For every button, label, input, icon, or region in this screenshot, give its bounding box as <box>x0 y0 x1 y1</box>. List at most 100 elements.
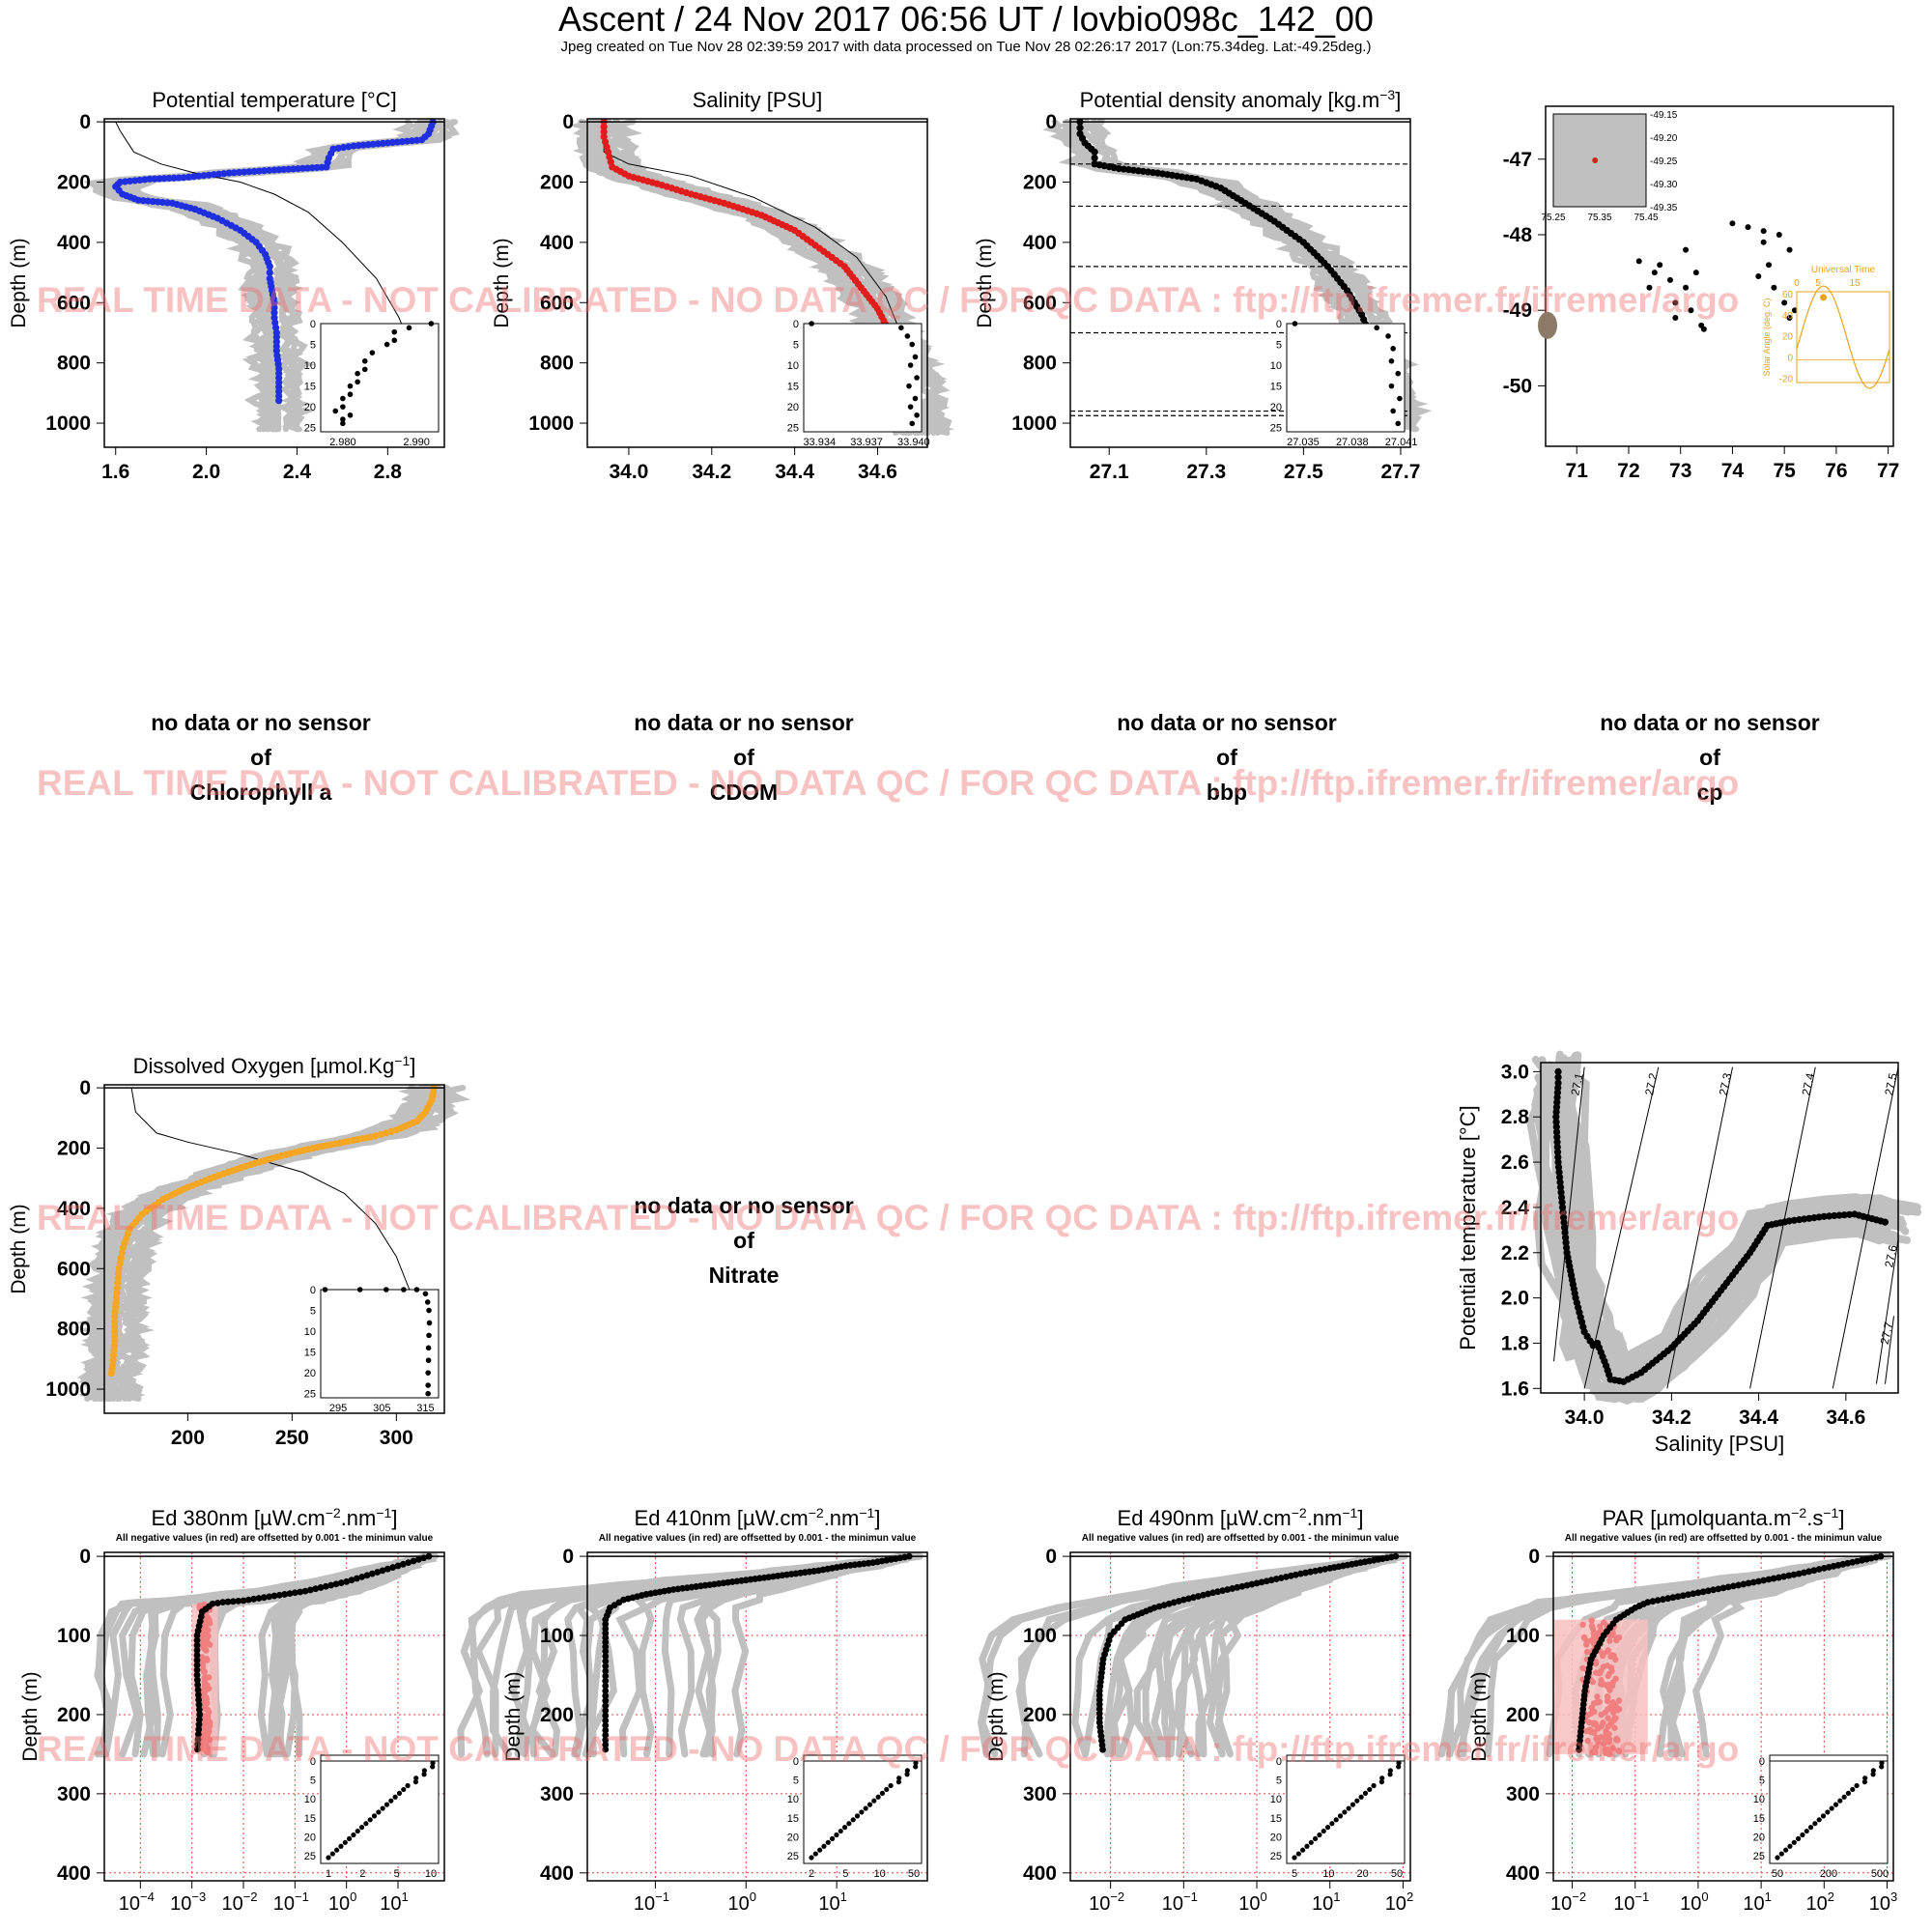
profile-point <box>602 1726 610 1734</box>
inset-point <box>347 391 354 398</box>
profile-point <box>291 1589 298 1597</box>
solar-x-tick-label: 0 <box>1794 278 1800 289</box>
x-tick-label: 34.2 <box>692 461 731 483</box>
profile-point <box>1091 148 1098 156</box>
plot-area <box>1526 1050 1921 1406</box>
profile-point <box>1312 1567 1319 1575</box>
inset-point <box>356 1287 363 1293</box>
profile-point <box>1557 1188 1565 1196</box>
inset-point <box>812 1851 818 1857</box>
profile-point <box>1219 1587 1227 1594</box>
profile-point <box>195 1720 203 1728</box>
inset-point <box>1870 1768 1876 1774</box>
inset-point <box>859 1809 865 1815</box>
y-tick-label: 400 <box>1023 1862 1057 1885</box>
background-profile-line <box>1533 1079 1883 1398</box>
profile-point <box>394 1562 402 1570</box>
profile-point <box>1749 1578 1757 1586</box>
trajectory-point <box>1791 307 1798 314</box>
inset-x-tick-label: 33.934 <box>803 437 836 448</box>
profile-point <box>1835 1211 1843 1219</box>
plot-frame <box>1069 118 1411 448</box>
inset-point <box>1362 1790 1369 1796</box>
plot-frame <box>586 1551 928 1882</box>
inset-point <box>340 420 346 427</box>
inset-point <box>1387 1772 1393 1777</box>
page-subtitle: Jpeg created on Tue Nov 28 02:39:59 2017… <box>560 39 1372 55</box>
inset-point <box>1374 325 1379 331</box>
inset-x-tick-label: 305 <box>373 1403 390 1414</box>
profile-point <box>116 1260 124 1267</box>
inset-x-tick-label: 27.038 <box>1336 437 1369 448</box>
background-profile-line <box>116 1085 461 1402</box>
inset-point <box>340 404 346 410</box>
negative-value-point <box>1594 1725 1602 1732</box>
y-tick-label: 400 <box>1023 232 1057 254</box>
negative-value-point <box>1608 1683 1616 1690</box>
inset-point <box>1397 395 1403 402</box>
inset-point <box>1829 1805 1834 1811</box>
inset-point <box>1812 1821 1818 1827</box>
inset-y-tick-label: 5 <box>1276 1776 1282 1787</box>
y-tick-label: 200 <box>57 1704 91 1726</box>
profile-point <box>195 172 203 180</box>
trajectory-point <box>1729 220 1736 227</box>
trajectory-point <box>1700 326 1707 332</box>
profile-point <box>602 1634 610 1641</box>
negative-value-point <box>203 1748 210 1755</box>
profile-point <box>1846 1210 1854 1218</box>
inset-point <box>909 341 916 348</box>
inset-point <box>1390 408 1396 414</box>
inset-point <box>1396 1764 1402 1770</box>
inset-point <box>1861 1779 1867 1785</box>
profile-point <box>266 263 273 270</box>
y-axis-label: Depth (m) <box>502 1671 525 1761</box>
plot-area <box>977 1552 1410 1881</box>
trajectory-point <box>1766 262 1773 269</box>
isopycnal-line <box>1666 1066 1734 1389</box>
y-tick-label: 200 <box>1506 1704 1540 1726</box>
inset-point <box>904 333 911 339</box>
profile-point <box>1552 1113 1560 1121</box>
inset-point <box>879 1790 886 1796</box>
profile-point <box>111 1327 119 1335</box>
inset-point <box>1395 420 1402 427</box>
inset-point <box>1796 1835 1802 1841</box>
profile-point <box>270 309 278 317</box>
inset-y-tick-label: 20 <box>1270 402 1282 413</box>
zoom-y-tick-label: -49.25 <box>1650 156 1678 167</box>
profile-point <box>350 142 357 150</box>
profile-point <box>111 1318 119 1325</box>
profile-point <box>1099 1746 1106 1753</box>
profile-point <box>270 1592 278 1600</box>
inset-point <box>425 1357 432 1364</box>
profile-point <box>1724 1583 1732 1591</box>
inset-frame <box>320 1754 440 1864</box>
inset-x-tick-label: 5 <box>394 1868 400 1880</box>
inset-point <box>376 1809 382 1815</box>
inset-x-tick-label: 50 <box>908 1868 920 1880</box>
profile-point <box>602 1625 610 1633</box>
x-tick-label: 34.0 <box>609 461 648 483</box>
inset-y-tick-label: 15 <box>787 1813 799 1825</box>
inset-x-tick-label: 27.041 <box>1385 437 1418 448</box>
solar-title: Universal Time <box>1811 265 1876 275</box>
isopycnal-label: 27.5 <box>1882 1071 1900 1096</box>
inset-point <box>1879 1764 1885 1770</box>
negative-value-point <box>1593 1735 1600 1743</box>
profile-point <box>215 170 223 178</box>
inset-y-tick-label: 0 <box>793 1756 799 1768</box>
inset-point <box>369 350 376 355</box>
negative-value-point <box>206 1641 213 1648</box>
profile-point <box>1775 1574 1782 1581</box>
profile-point <box>1825 1212 1833 1220</box>
profile-point <box>1730 1582 1737 1590</box>
profile-point <box>195 1716 203 1723</box>
inset-point <box>1395 370 1402 377</box>
profile-point <box>1556 1179 1564 1186</box>
profile-point <box>602 1692 610 1699</box>
profile-point <box>266 269 273 276</box>
y-tick-label: 3.0 <box>1501 1061 1529 1083</box>
profile-point <box>301 1587 309 1595</box>
inset-x-tick-label: 10 <box>1322 1868 1334 1880</box>
